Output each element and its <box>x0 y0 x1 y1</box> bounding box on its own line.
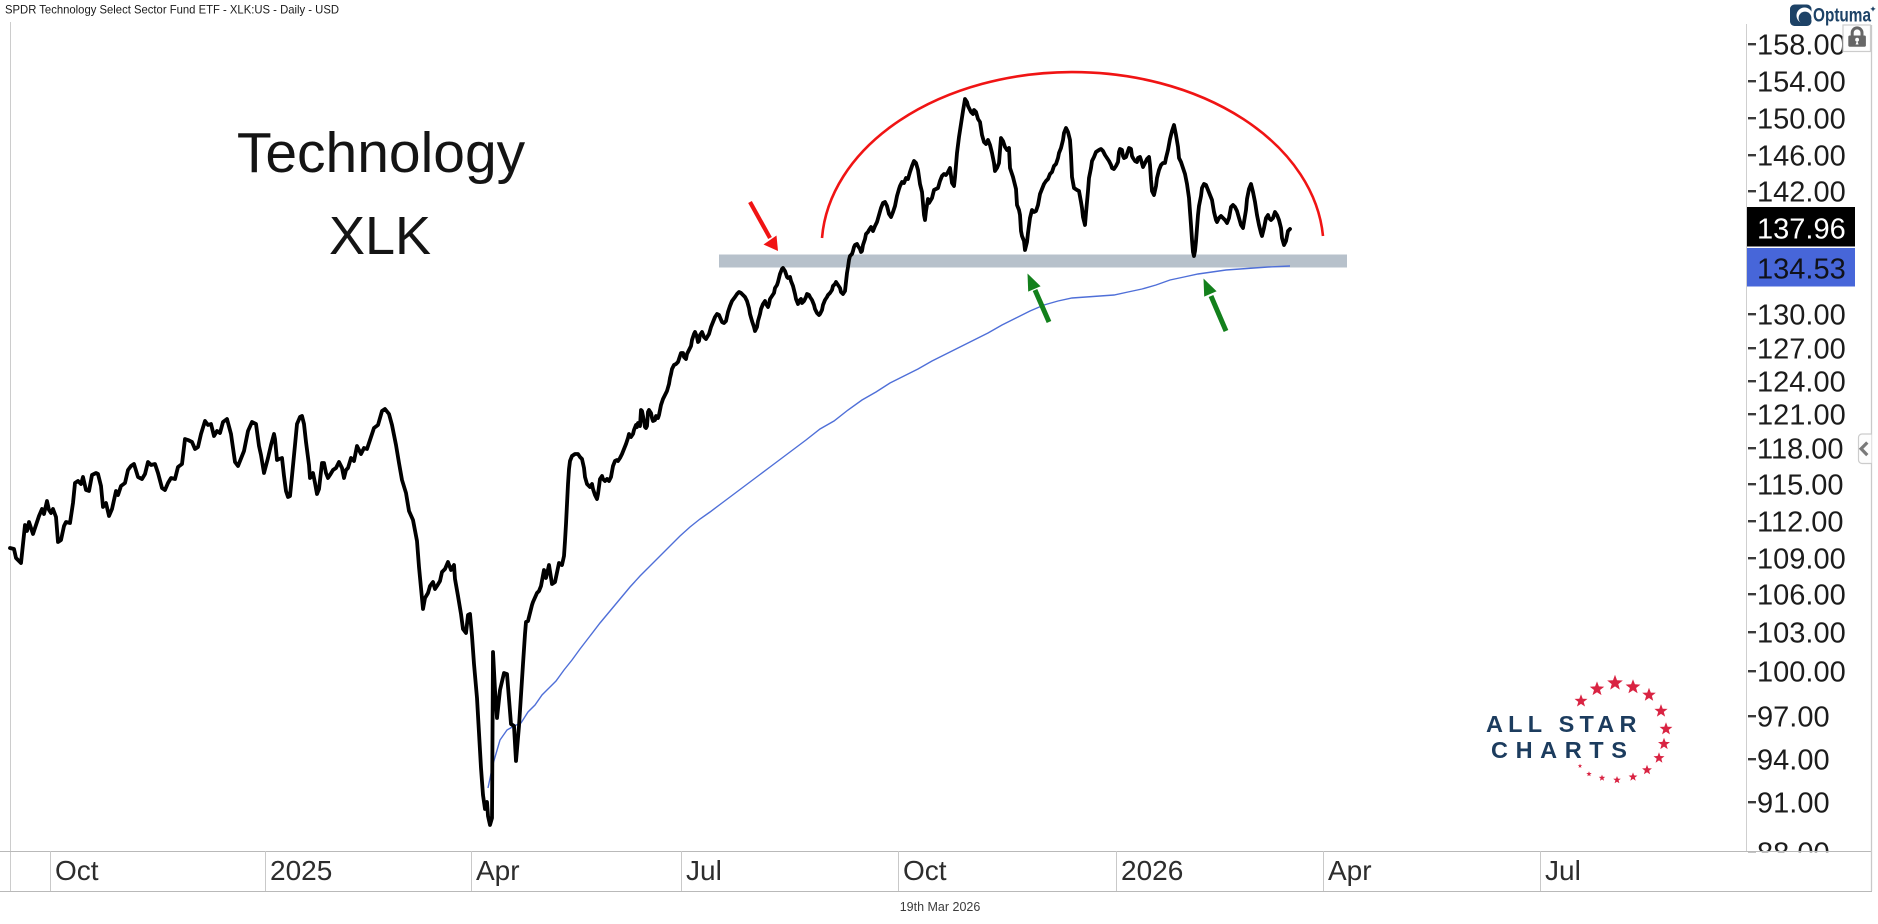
svg-text:ALL STAR: ALL STAR <box>1486 711 1642 737</box>
svg-text:XLK: XLK <box>329 206 431 266</box>
svg-text:146.00: 146.00 <box>1757 140 1846 172</box>
svg-text:Jul: Jul <box>686 855 722 886</box>
svg-text:Optuma: Optuma <box>1813 6 1871 27</box>
svg-text:Apr: Apr <box>476 855 520 886</box>
svg-text:127.00: 127.00 <box>1757 333 1846 365</box>
svg-text:142.00: 142.00 <box>1757 176 1846 208</box>
svg-text:118.00: 118.00 <box>1757 433 1844 465</box>
svg-text:109.00: 109.00 <box>1757 543 1846 575</box>
svg-text:94.00: 94.00 <box>1757 744 1830 776</box>
svg-text:121.00: 121.00 <box>1757 399 1846 431</box>
svg-text:150.00: 150.00 <box>1757 103 1846 135</box>
svg-text:130.00: 130.00 <box>1757 299 1846 331</box>
svg-text:137.96: 137.96 <box>1757 213 1846 245</box>
svg-text:Oct: Oct <box>55 855 99 886</box>
svg-text:Jul: Jul <box>1545 855 1581 886</box>
svg-text:124.00: 124.00 <box>1757 366 1846 398</box>
svg-text:Oct: Oct <box>903 855 947 886</box>
svg-text:115.00: 115.00 <box>1757 469 1844 501</box>
svg-text:CHARTS: CHARTS <box>1491 737 1635 763</box>
svg-text:103.00: 103.00 <box>1757 617 1846 649</box>
svg-text:100.00: 100.00 <box>1757 656 1846 688</box>
svg-text:Apr: Apr <box>1328 855 1372 886</box>
svg-text:SPDR Technology Select Sector: SPDR Technology Select Sector Fund ETF -… <box>5 3 339 17</box>
svg-text:134.53: 134.53 <box>1757 253 1846 285</box>
svg-text:97.00: 97.00 <box>1757 701 1830 733</box>
svg-text:2026: 2026 <box>1121 855 1183 886</box>
svg-text:106.00: 106.00 <box>1757 579 1846 611</box>
svg-text:19th Mar 2026: 19th Mar 2026 <box>900 900 981 914</box>
svg-text:112.00: 112.00 <box>1757 506 1844 538</box>
svg-text:Technology: Technology <box>237 121 526 185</box>
svg-text:154.00: 154.00 <box>1757 66 1846 98</box>
svg-text:158.00: 158.00 <box>1757 29 1846 61</box>
svg-text:2025: 2025 <box>270 855 332 886</box>
svg-text:91.00: 91.00 <box>1757 787 1830 819</box>
